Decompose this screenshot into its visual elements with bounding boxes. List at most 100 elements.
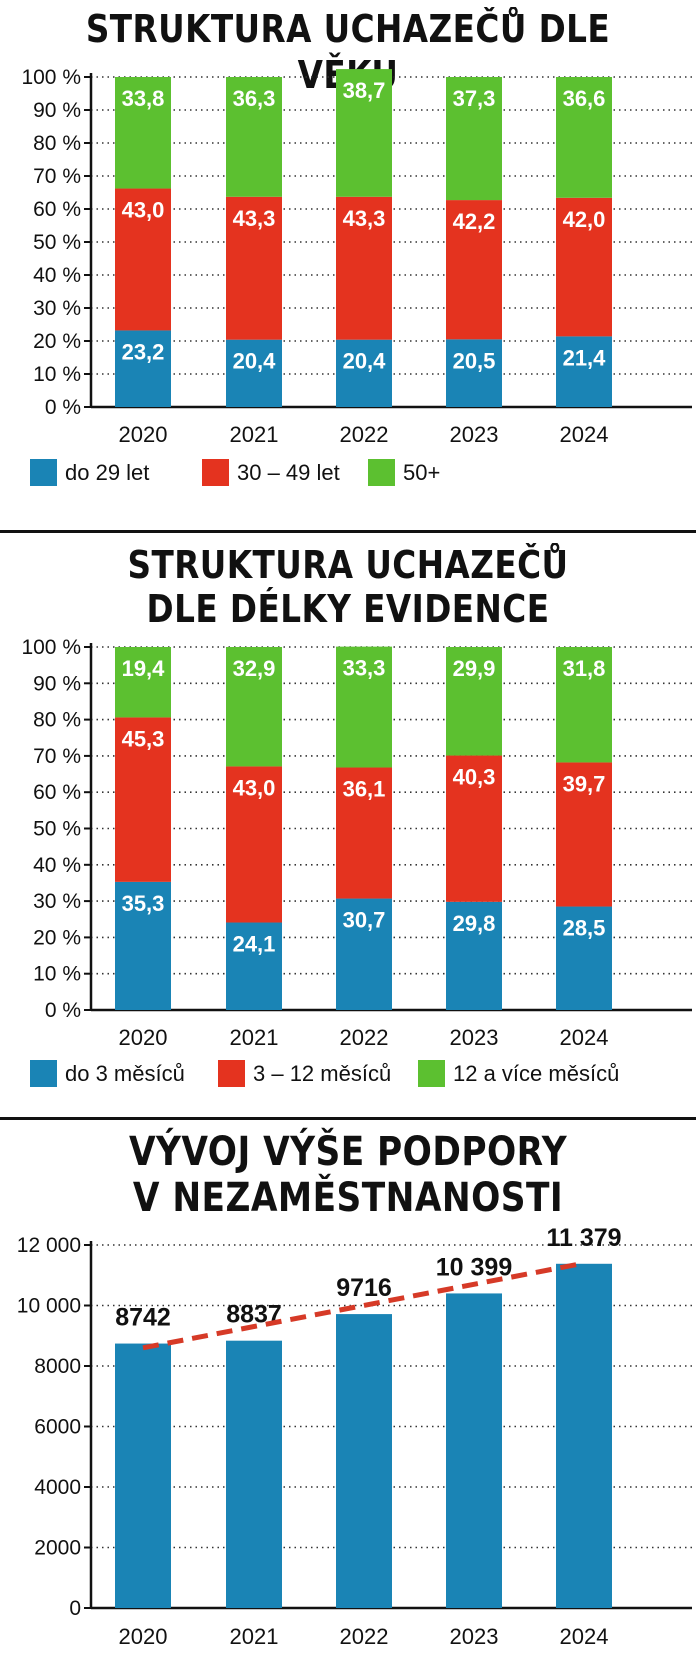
chart2-data-label: 28,5 [563, 916, 606, 941]
chart1-y-tick-label: 20 % [33, 330, 81, 353]
chart3-title-line2: V NEZAMĚSTNANOSTI [132, 1175, 564, 1221]
chart3-y-tick-label: 12 000 [17, 1234, 81, 1257]
chart2-y-tick-label: 20 % [33, 926, 81, 949]
chart3-y-tick-label: 10 000 [17, 1295, 81, 1318]
chart3-x-tick-label: 2022 [340, 1624, 389, 1649]
chart2-x-tick-label: 2021 [230, 1025, 279, 1050]
chart2-legend-label: do 3 měsíců [65, 1061, 185, 1086]
chart1-bar-segment [226, 196, 282, 340]
chart1-data-label: 42,0 [563, 207, 606, 232]
chart2-y-tick-label: 90 % [33, 672, 81, 695]
chart2-plot: 0 % 10 % 20 % 30 % 40 % 50 % 60 % 70 % 80 % 90 % 1… [21, 636, 692, 1087]
chart1-data-label: 43,0 [122, 198, 165, 223]
chart1-legend-swatch [30, 459, 57, 486]
chart2-y-tick-label: 70 % [33, 745, 81, 768]
chart3-y-tick-label: 4000 [34, 1476, 81, 1499]
chart2-x-tick-label: 2024 [560, 1025, 609, 1050]
chart1-y-tick-label: 60 % [33, 198, 81, 221]
chart3-y-tick-label: 8000 [34, 1355, 81, 1378]
chart3-y-tick-label: 0 [69, 1597, 81, 1620]
chart1-data-label: 20,4 [343, 349, 387, 374]
chart1-data-label: 21,4 [563, 345, 607, 370]
chart2-bar-segment [115, 647, 171, 718]
chart2-bar-segment [336, 767, 392, 899]
chart2-legend-label: 12 a více měsíců [453, 1061, 619, 1086]
chart2-data-label: 29,9 [453, 656, 496, 681]
chart1-x-tick-label: 2020 [119, 422, 168, 447]
chart1-legend-swatch [202, 459, 229, 486]
chart1-y-tick-label: 40 % [33, 264, 81, 287]
chart3-x-tick-label: 2024 [560, 1624, 609, 1649]
chart1-bar-segment [226, 77, 282, 197]
chart1-bar-segment [115, 188, 171, 331]
chart2-y-tick-label: 50 % [33, 818, 81, 841]
chart2-data-label: 35,3 [122, 891, 165, 916]
chart3-data-label: 8742 [115, 1304, 171, 1332]
chart2-y-tick-label: 80 % [33, 709, 81, 732]
chart1-y-tick-label: 80 % [33, 132, 81, 155]
chart2-bar-segment [115, 717, 171, 882]
chart2-data-label: 29,8 [453, 911, 496, 936]
chart2-data-label: 32,9 [233, 656, 276, 681]
chart3-y-tick-label: 6000 [34, 1416, 81, 1439]
chart1-legend-label: 30 – 49 let [237, 460, 340, 485]
chart1-bar-segment [446, 339, 502, 407]
chart3-y-tick-label: 2000 [34, 1537, 81, 1560]
chart1-data-label: 42,2 [453, 209, 496, 234]
chart1-x-tick-label: 2023 [450, 422, 499, 447]
chart1-data-label: 36,6 [563, 86, 606, 111]
chart2-legend-swatch [218, 1060, 245, 1087]
chart1-x-tick-label: 2022 [340, 422, 389, 447]
chart1-y-tick-label: 100 % [21, 66, 81, 89]
chart2-legend-swatch [418, 1060, 445, 1087]
chart2-bar-segment [115, 881, 171, 1010]
chart2-y-tick-label: 10 % [33, 963, 81, 986]
chart1-bar-segment [336, 196, 392, 340]
chart2-data-label: 33,3 [343, 656, 386, 681]
chart2-title-line1: STRUKTURA UCHAZEČŮ [127, 543, 569, 587]
chart2-title-line2: DLE DÉLKY EVIDENCE [146, 587, 550, 631]
chart1-bar-segment [556, 197, 612, 337]
chart1-data-label: 38,7 [343, 78, 386, 103]
chart1-legend-swatch [368, 459, 395, 486]
panel-divider [0, 1117, 696, 1120]
chart2-bar-segment [446, 901, 502, 1010]
chart1-y-tick-label: 30 % [33, 297, 81, 320]
panel-divider [0, 530, 696, 533]
chart1-data-label: 23,2 [122, 339, 165, 364]
chart2-bar-segment [336, 646, 392, 768]
chart2-bar-segment [446, 755, 502, 902]
chart1-data-label: 20,5 [453, 348, 496, 373]
chart2-bar-segment [446, 647, 502, 756]
chart2-bar-segment [556, 762, 612, 907]
chart3-bar [115, 1343, 171, 1608]
chart1-bar-segment [115, 77, 171, 189]
chart2-x-tick-label: 2022 [340, 1025, 389, 1050]
chart2-bar-segment [556, 906, 612, 1010]
chart1-legend-label: do 29 let [65, 460, 149, 485]
chart2-x-tick-label: 2020 [119, 1025, 168, 1050]
chart1-y-tick-label: 50 % [33, 231, 81, 254]
chart2-legend-swatch [30, 1060, 57, 1087]
chart2-data-label: 24,1 [233, 932, 276, 957]
chart2-x-tick-label: 2023 [450, 1025, 499, 1050]
chart3-bar [446, 1293, 502, 1608]
chart1-data-label: 20,4 [233, 349, 277, 374]
chart2-y-tick-label: 100 % [21, 636, 81, 659]
chart3-data-label: 9716 [336, 1274, 392, 1302]
chart3-bar [226, 1340, 282, 1608]
chart2-data-label: 39,7 [563, 771, 606, 796]
chart3-data-label: 10 399 [436, 1253, 512, 1281]
chart1-bar-segment [556, 336, 612, 407]
chart1-data-label: 37,3 [453, 86, 496, 111]
chart2-data-label: 19,4 [122, 656, 166, 681]
chart1-plot: 0 % 10 % 20 % 30 % 40 % 50 % 60 % 70 % 80 % 90 % 1… [21, 66, 692, 486]
chart1-bar-segment [336, 339, 392, 407]
chart2-data-label: 30,7 [343, 908, 386, 933]
chart3-x-tick-label: 2023 [450, 1624, 499, 1649]
chart1-y-tick-label: 0 % [45, 396, 81, 419]
chart1-bar-segment [115, 330, 171, 407]
chart1-bar-segment [556, 77, 612, 198]
chart1-x-tick-label: 2024 [560, 422, 609, 447]
